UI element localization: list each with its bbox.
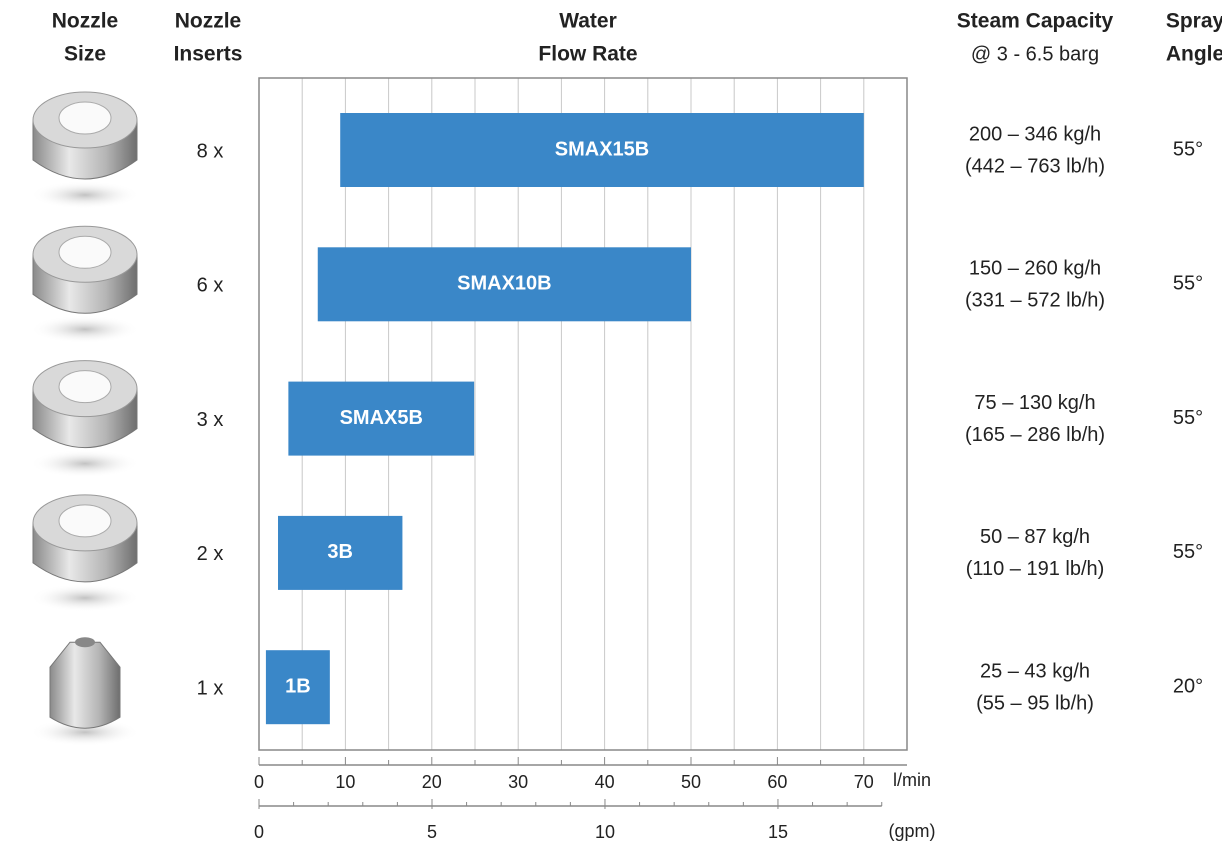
header: Spray (1166, 10, 1222, 33)
steam-capacity: 150 – 260 kg/h (969, 258, 1101, 280)
nozzle-shadow (30, 583, 140, 612)
header: Nozzle (52, 10, 119, 33)
header: Size (64, 43, 106, 66)
chart-title: Flow Rate (538, 43, 637, 66)
inserts: 8 x (197, 140, 224, 162)
bar (317, 247, 691, 322)
x-tick-label: 40 (595, 772, 615, 792)
header: @ 3 - 6.5 barg (971, 43, 1099, 65)
plot-frame (258, 77, 908, 751)
header: Steam Capacity (957, 10, 1114, 33)
spray-angle: 55° (1173, 273, 1203, 295)
x-tick-label: 0 (254, 772, 264, 792)
nozzle-image (30, 360, 140, 478)
x-tick-label: 60 (767, 772, 787, 792)
x-axis-label: l/min (893, 770, 931, 790)
nozzle-shadow (30, 718, 140, 747)
bar-label: 1B (285, 675, 311, 697)
inserts: 2 x (197, 543, 224, 565)
bar (265, 650, 330, 725)
inserts: 6 x (197, 275, 224, 297)
steam-capacity: 25 – 43 kg/h (980, 660, 1090, 682)
spray-angle: 20° (1173, 675, 1203, 697)
spray-angle: 55° (1173, 541, 1203, 563)
bar-label: SMAX15B (555, 138, 649, 160)
steam-capacity: 50 – 87 kg/h (980, 526, 1090, 548)
bar (340, 113, 864, 187)
x-tick-label: 50 (681, 772, 701, 792)
inserts: 1 x (197, 677, 224, 699)
header: Inserts (174, 43, 243, 66)
x2-tick-label: 10 (595, 822, 615, 842)
steam-capacity: 200 – 346 kg/h (969, 123, 1101, 145)
x-tick-label: 70 (854, 772, 874, 792)
steam-capacity: (331 – 572 lb/h) (965, 290, 1105, 312)
nozzle-shadow (30, 181, 140, 209)
x-tick-label: 20 (422, 772, 442, 792)
nozzle-shadow (30, 449, 140, 478)
x2-tick-label: 5 (427, 822, 437, 842)
steam-capacity: (442 – 763 lb/h) (965, 155, 1105, 177)
nozzle-tip (75, 637, 95, 648)
header: Angle (1166, 43, 1222, 66)
steam-capacity: 75 – 130 kg/h (974, 392, 1095, 414)
nozzle-face (58, 101, 112, 135)
nozzle-image (30, 637, 140, 747)
header: Nozzle (175, 10, 242, 33)
bar (288, 381, 475, 456)
bar-label: 3B (327, 541, 353, 563)
nozzle-face (58, 235, 112, 269)
steam-capacity: (55 – 95 lb/h) (976, 692, 1094, 714)
nozzle-face (58, 504, 112, 538)
bar (278, 515, 403, 590)
spray-angle: 55° (1173, 407, 1203, 429)
x-tick-label: 30 (508, 772, 528, 792)
nozzle-shadow (30, 315, 140, 344)
nozzle-image (30, 91, 140, 209)
steam-capacity: (110 – 191 lb/h) (966, 558, 1105, 580)
x2-axis-label: (gpm) (888, 821, 935, 841)
inserts: 3 x (197, 409, 224, 431)
chart-title: Water (559, 10, 617, 33)
nozzle-face (58, 370, 112, 404)
bar-label: SMAX5B (340, 407, 423, 429)
nozzle-image (30, 225, 140, 344)
x2-tick-label: 0 (254, 822, 264, 842)
bar-label: SMAX10B (457, 273, 551, 295)
x2-tick-label: 15 (768, 822, 788, 842)
x-tick-label: 10 (335, 772, 355, 792)
nozzle-image (30, 494, 140, 612)
spray-angle: 55° (1173, 138, 1203, 160)
steam-capacity: (165 – 286 lb/h) (965, 424, 1105, 446)
nozzle-body (49, 641, 121, 729)
